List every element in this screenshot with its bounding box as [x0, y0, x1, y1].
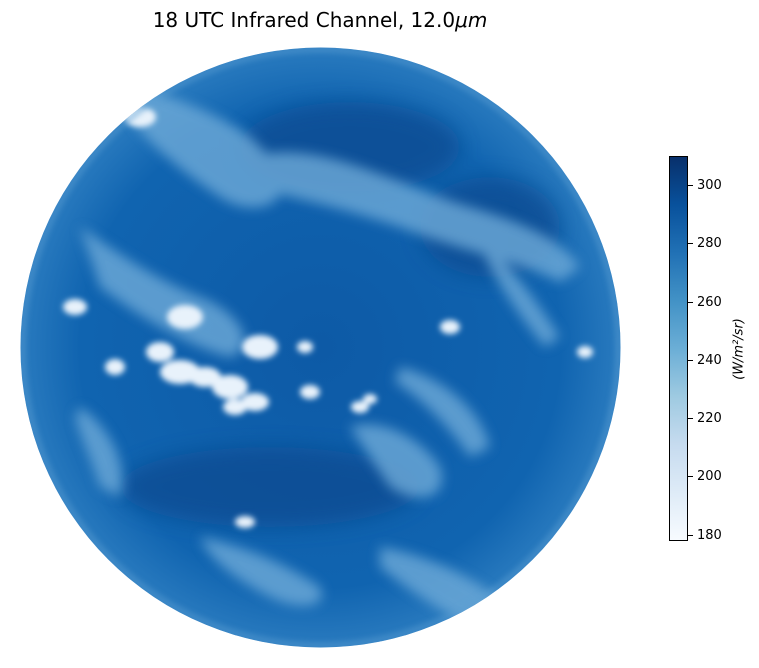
colorbar-tick-label: 180: [697, 528, 722, 543]
colorbar-tick-mark: [688, 418, 693, 419]
colorbar: [669, 156, 688, 541]
colorbar-tick-label: 240: [697, 353, 722, 368]
colorbar-tick-mark: [688, 476, 693, 477]
colorbar-tick-label: 300: [697, 178, 722, 193]
colorbar-tick-label: 280: [697, 236, 722, 251]
colorbar-tick-mark: [688, 535, 693, 536]
colorbar-tick-label: 260: [697, 295, 722, 310]
satellite-earth-disk-image: [20, 47, 621, 648]
colorbar-tick-mark: [688, 243, 693, 244]
figure-title: 18 UTC Infrared Channel, 12.0μm: [0, 8, 640, 32]
title-unit: μm: [455, 8, 488, 32]
colorbar-tick-label: 220: [697, 411, 722, 426]
colorbar-tick-mark: [688, 302, 693, 303]
colorbar-tick-mark: [688, 360, 693, 361]
earth-scene: [20, 47, 621, 648]
title-text: 18 UTC Infrared Channel, 12.0: [152, 8, 456, 32]
colorbar-tick-mark: [688, 185, 693, 186]
colorbar-label: (W/m²/sr): [731, 318, 747, 380]
colorbar-tick-label: 200: [697, 469, 722, 484]
